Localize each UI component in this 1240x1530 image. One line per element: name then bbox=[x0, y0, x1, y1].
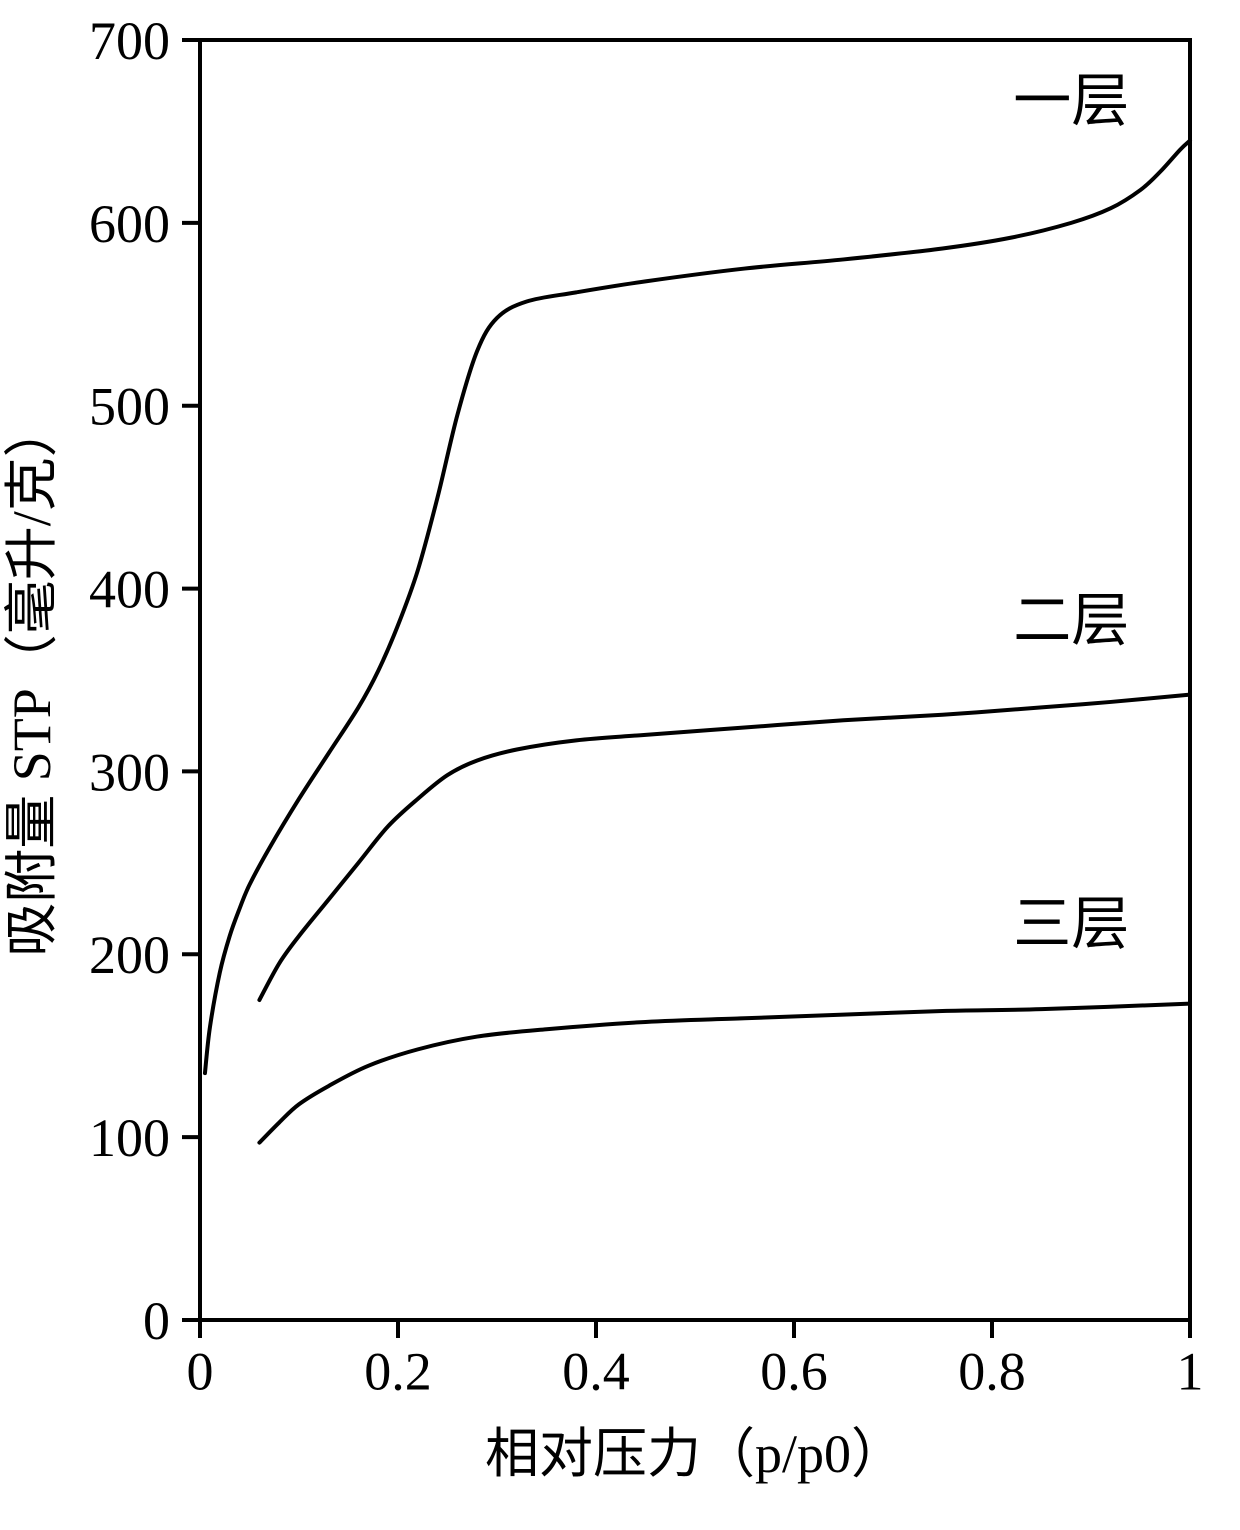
y-tick-label: 200 bbox=[89, 925, 170, 985]
series-label-二层: 二层 bbox=[1013, 588, 1129, 653]
y-tick-label: 0 bbox=[143, 1291, 170, 1351]
isotherm-chart: 0 0.2 0.4 0.6 0.8 1 0 100 200 300 400 500 600 700 相对压力… bbox=[0, 0, 1240, 1530]
chart-svg: 0 0.2 0.4 0.6 0.8 1 0 100 200 300 400 500 600 700 相对压力… bbox=[0, 0, 1240, 1530]
x-tick-label: 0.6 bbox=[760, 1341, 828, 1401]
y-tick-label: 500 bbox=[89, 377, 170, 437]
series-label-三层: 三层 bbox=[1013, 891, 1129, 956]
y-tick-label: 300 bbox=[89, 742, 170, 802]
x-axis-title: 相对压力（p/p0） bbox=[485, 1424, 905, 1484]
x-tick-label: 0.8 bbox=[958, 1341, 1026, 1401]
y-tick-label: 700 bbox=[89, 11, 170, 71]
x-tick-label: 0.2 bbox=[364, 1341, 432, 1401]
series-label-一层: 一层 bbox=[1013, 68, 1129, 133]
series-curve-三层 bbox=[259, 1004, 1190, 1143]
y-axis-title: 吸附量 STP（毫升/克） bbox=[2, 403, 62, 957]
x-tick-label: 0.4 bbox=[562, 1341, 630, 1401]
x-tick-label: 0 bbox=[187, 1341, 214, 1401]
y-tick-label: 100 bbox=[89, 1108, 170, 1168]
y-tick-label: 400 bbox=[89, 559, 170, 619]
x-tick-label: 1 bbox=[1177, 1341, 1204, 1401]
y-tick-label: 600 bbox=[89, 194, 170, 254]
